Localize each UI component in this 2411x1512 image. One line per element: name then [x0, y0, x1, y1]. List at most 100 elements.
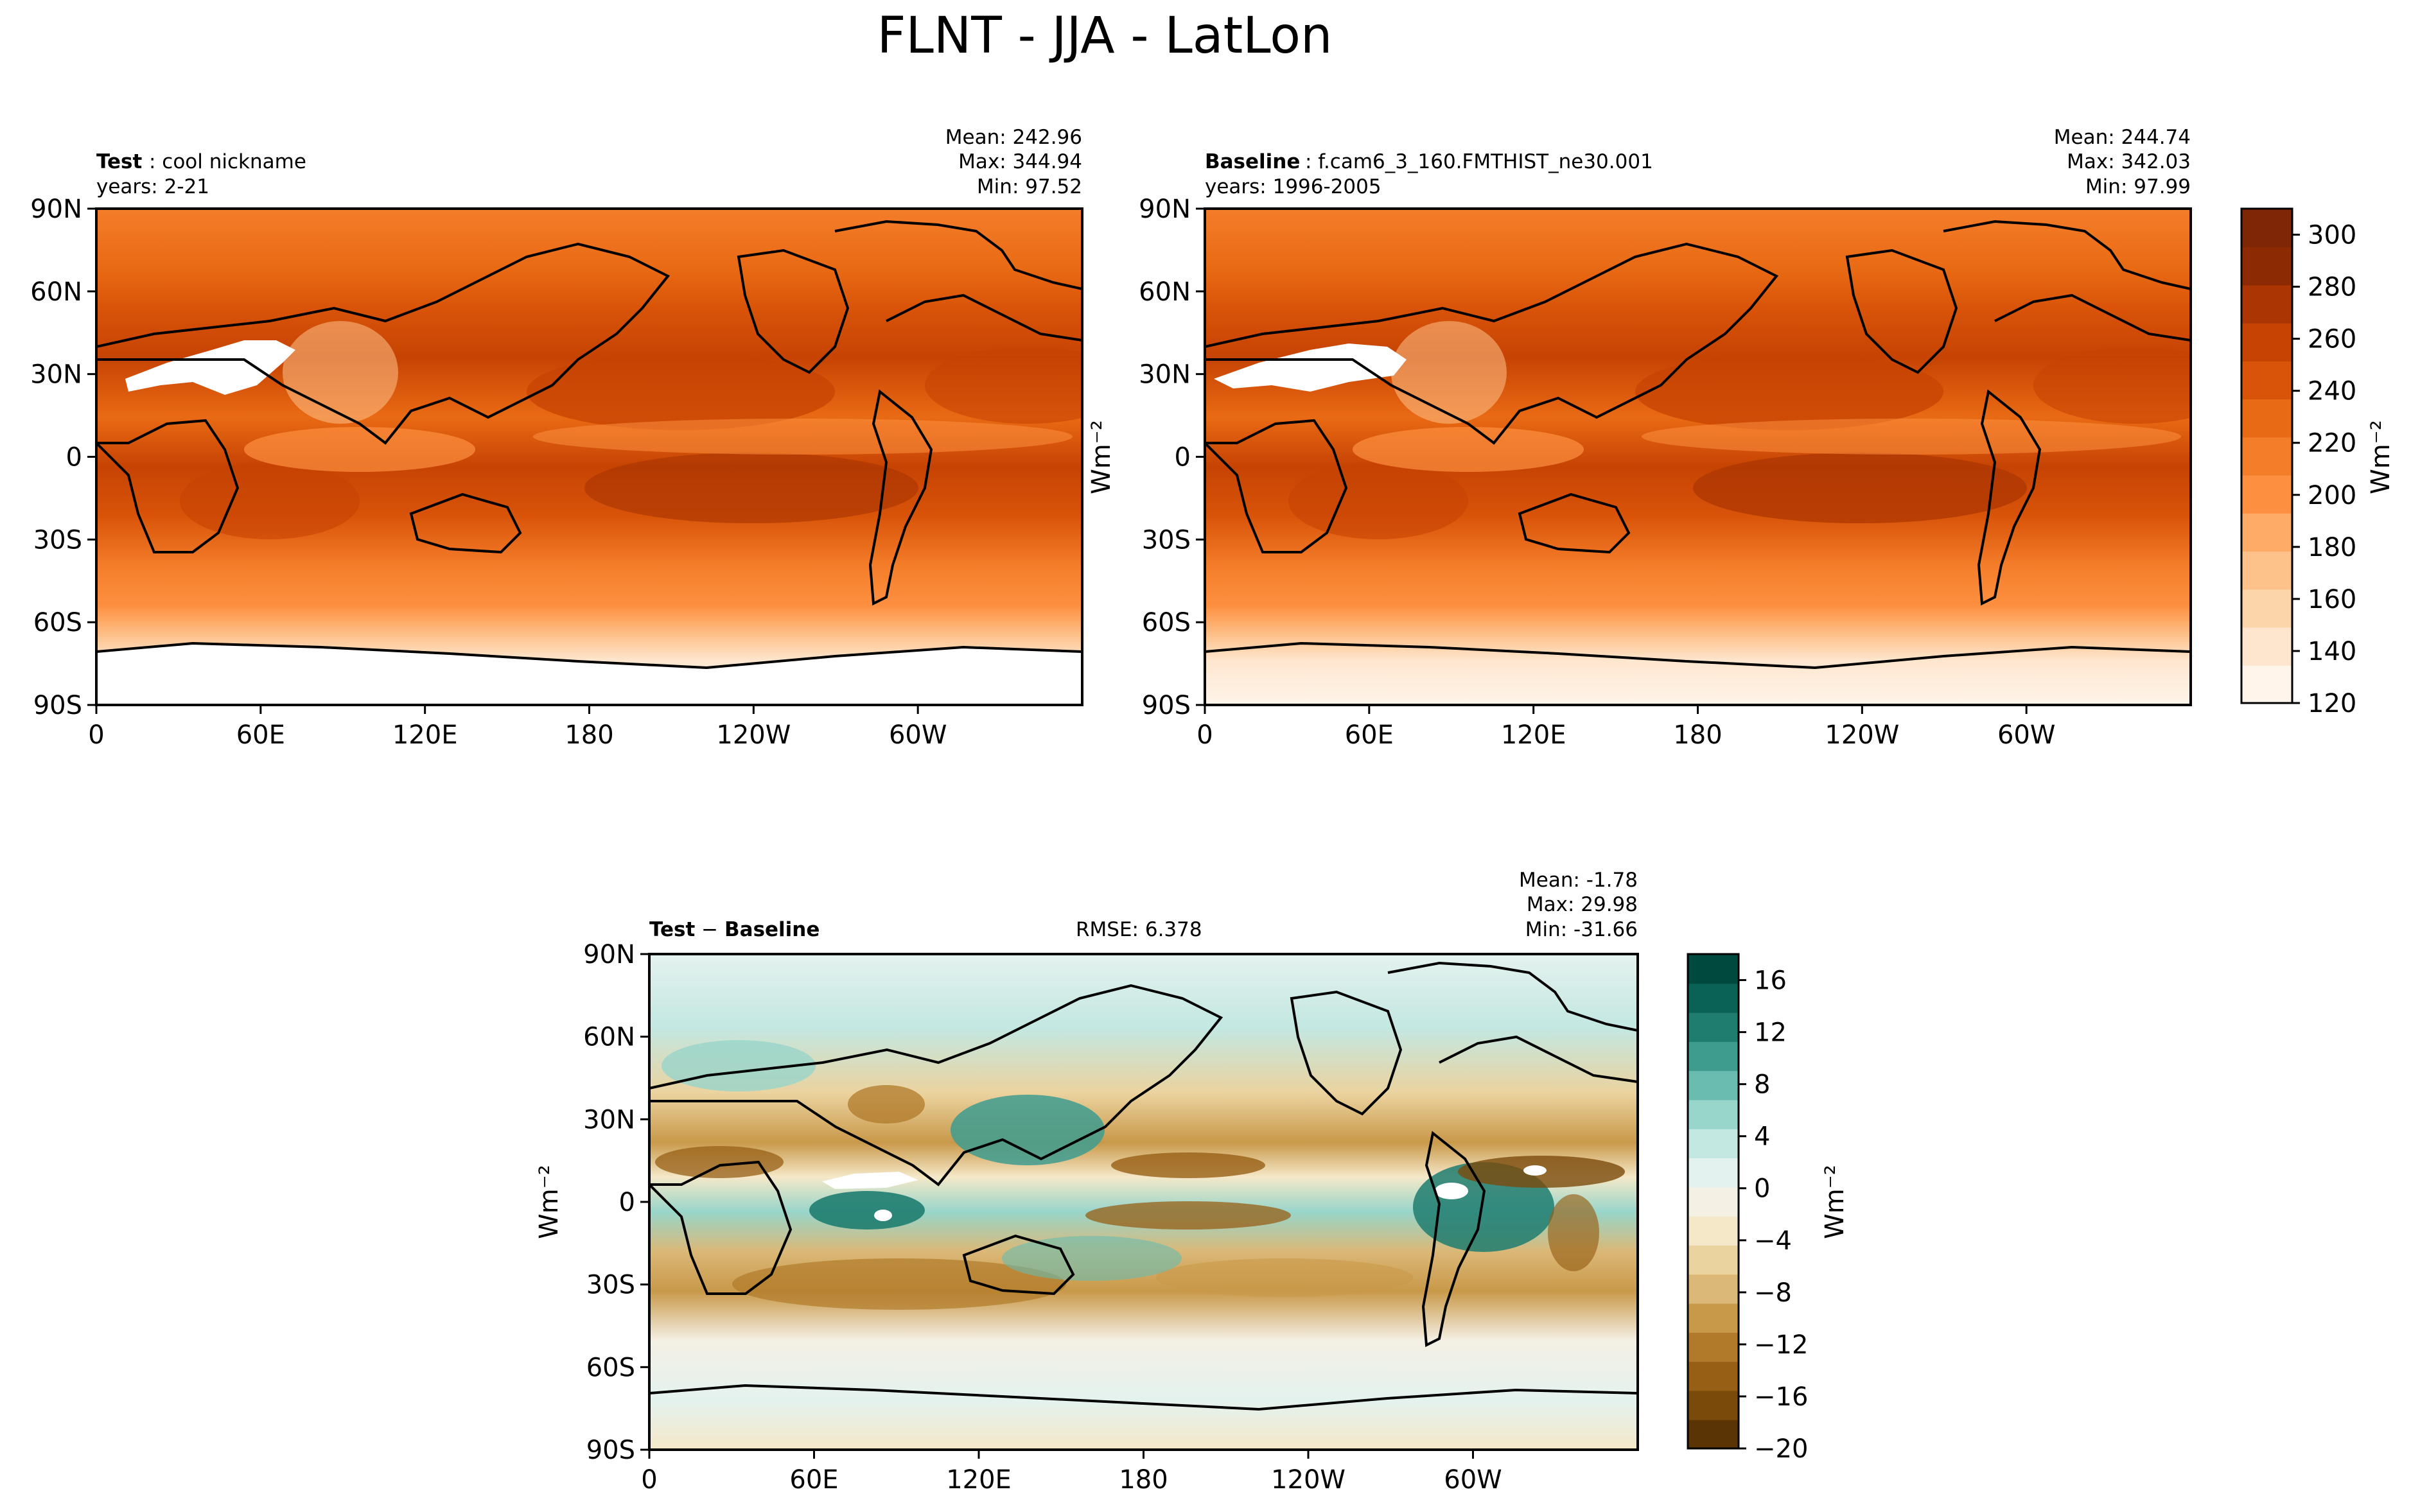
difference-xtick-label: 0 — [641, 1465, 657, 1495]
difference-ytick-label: 90N — [583, 940, 635, 969]
colorbar-difference-swatch — [1688, 1215, 1739, 1246]
test-xtick-label: 0 — [88, 720, 104, 750]
baseline-mean: Mean: 244.74 — [2054, 126, 2191, 149]
colorbar-field-swatch — [2241, 399, 2292, 438]
test-ytick-label: 90S — [33, 691, 82, 720]
colorbar-difference-swatch — [1688, 1274, 1739, 1304]
difference-ytick-label: 90S — [586, 1436, 635, 1465]
colorbar-difference-swatch — [1688, 1099, 1739, 1129]
colorbar-difference-ticks: 16 12 8 4 0 −4 −8 −12 −16 −20 — [1739, 966, 1808, 1464]
colorbar-field-swatch — [2241, 247, 2292, 286]
colorbar-field-tick-label: 200 — [2308, 481, 2356, 510]
baseline-min: Min: 97.99 — [2085, 175, 2191, 198]
colorbar-difference-tick-label: −8 — [1754, 1278, 1792, 1308]
colorbar-difference-swatch — [1688, 1128, 1739, 1159]
difference-ytick-label: 0 — [619, 1188, 635, 1217]
colorbar-difference-swatch — [1688, 1419, 1739, 1449]
colorbar-field-tick-label: 160 — [2308, 585, 2356, 614]
test-ytick-label: 60S — [33, 608, 82, 638]
colorbar-difference-swatches — [1688, 954, 1739, 1449]
difference-ytick-label: 60N — [583, 1023, 635, 1052]
colorbar-field-tick-label: 220 — [2308, 429, 2356, 458]
panel-test: Test : cool nickname years: 2-21 Mean: 2… — [30, 126, 1083, 750]
baseline-ytick-label: 90S — [1142, 691, 1191, 720]
difference-ytick-label: 30S — [586, 1271, 635, 1300]
difference-max: Max: 29.98 — [1527, 893, 1638, 916]
test-ytick-label: 0 — [66, 443, 82, 473]
difference-xtick-label: 60W — [1444, 1465, 1502, 1495]
baseline-xtick-label: 180 — [1673, 720, 1722, 750]
difference-map-field — [649, 954, 1638, 1450]
colorbar-field-swatches — [2241, 209, 2292, 704]
baseline-ylabel: Wm⁻² — [1087, 420, 1116, 494]
colorbar-field-swatch — [2241, 209, 2292, 248]
colorbar-field-swatch — [2241, 589, 2292, 628]
difference-min: Min: -31.66 — [1525, 918, 1638, 941]
colorbar-difference-tick-label: −20 — [1754, 1434, 1808, 1464]
difference-label: Test − Baseline — [649, 918, 820, 941]
difference-xtick-label: 120E — [946, 1465, 1012, 1495]
colorbar-difference-swatch — [1688, 1390, 1739, 1420]
colorbar-field-swatch — [2241, 284, 2292, 324]
test-xtick-label: 60W — [889, 720, 947, 750]
colorbar-field-tick-label: 120 — [2308, 689, 2356, 718]
figure-title: FLNT - JJA - LatLon — [877, 7, 1333, 65]
colorbar-difference-swatch — [1688, 1361, 1739, 1391]
test-max: Max: 344.94 — [958, 150, 1082, 173]
difference-axis-ticks: 0 60E 120E 180 120W 60W 90N 60N 30N 0 30S 60S 90S — [583, 940, 1502, 1495]
baseline-ytick-label: 30S — [1142, 525, 1191, 555]
colorbar-field-ticks: 120 140 160 180 200 220 240 260 280 300 — [2292, 221, 2356, 718]
colorbar-difference-swatch — [1688, 1158, 1739, 1188]
colorbar-field-tick-label: 300 — [2308, 221, 2356, 250]
colorbar-field-swatch — [2241, 474, 2292, 514]
colorbar-field-tick-label: 260 — [2308, 325, 2356, 354]
panel-baseline: Baseline : f.cam6_3_160.FMTHIST_ne30.001… — [1087, 126, 2192, 750]
test-ytick-label: 90N — [30, 195, 82, 224]
test-years: years: 2-21 — [96, 175, 209, 198]
test-xtick-label: 120W — [716, 720, 791, 750]
colorbar-difference-tick-label: 16 — [1754, 966, 1787, 996]
test-ytick-label: 30N — [30, 360, 82, 390]
test-xtick-label: 180 — [565, 720, 613, 750]
difference-xtick-label: 120W — [1271, 1465, 1346, 1495]
colorbar-difference-label: Wm⁻² — [1820, 1165, 1850, 1239]
difference-rmse: RMSE: 6.378 — [1076, 918, 1202, 941]
colorbar-difference-tick-label: 4 — [1754, 1122, 1770, 1152]
colorbar-field-frame — [2240, 207, 2293, 704]
test-label-bold: Test — [96, 150, 143, 173]
test-ytick-label: 60N — [30, 277, 82, 307]
colorbar-difference-swatch — [1688, 1070, 1739, 1100]
colorbar-difference-tick-label: −12 — [1754, 1330, 1808, 1360]
colorbar-field-swatch — [2241, 512, 2292, 552]
baseline-label-text: : f.cam6_3_160.FMTHIST_ne30.001 — [1305, 150, 1653, 173]
baseline-ytick-label: 0 — [1175, 443, 1191, 473]
baseline-ytick-label: 60N — [1139, 277, 1191, 307]
test-map-field — [96, 209, 1082, 705]
difference-label-minus: − — [695, 918, 724, 941]
test-label-text: : cool nickname — [149, 150, 306, 173]
test-axis-ticks: 0 60E 120E 180 120W 60W 90N 60N 30N 0 30S 60S 90S — [30, 195, 947, 750]
colorbar-field-tick-label: 280 — [2308, 273, 2356, 302]
colorbar-field-swatch — [2241, 551, 2292, 590]
difference-xtick-label: 180 — [1119, 1465, 1168, 1495]
colorbar-field-swatch — [2241, 665, 2292, 704]
colorbar-difference-swatch — [1688, 1012, 1739, 1042]
baseline-ytick-label: 60S — [1142, 608, 1191, 638]
baseline-xtick-label: 120E — [1501, 720, 1566, 750]
difference-ylabel: Wm⁻² — [534, 1165, 564, 1239]
colorbar-difference-swatch — [1688, 1244, 1739, 1275]
test-mean: Mean: 242.96 — [945, 126, 1082, 149]
difference-ytick-label: 30N — [583, 1105, 635, 1134]
difference-xtick-label: 60E — [789, 1465, 838, 1495]
colorbar-field-swatch — [2241, 627, 2292, 666]
colorbar-difference-tick-label: 0 — [1754, 1174, 1770, 1204]
baseline-ytick-label: 30N — [1139, 360, 1191, 390]
colorbar-difference-frame — [1687, 953, 1740, 1450]
colorbar-difference-tick-label: −16 — [1754, 1382, 1808, 1412]
baseline-axis-ticks: 0 60E 120E 180 120W 60W 90N 60N 30N 0 30S 60S 90S — [1139, 195, 2055, 750]
colorbar-difference: 16 12 8 4 0 −4 −8 −12 −16 −20 Wm⁻² — [1687, 953, 1850, 1464]
test-xtick-label: 60E — [236, 720, 285, 750]
colorbar-difference-swatch — [1688, 983, 1739, 1013]
baseline-map-field — [1205, 209, 2191, 705]
